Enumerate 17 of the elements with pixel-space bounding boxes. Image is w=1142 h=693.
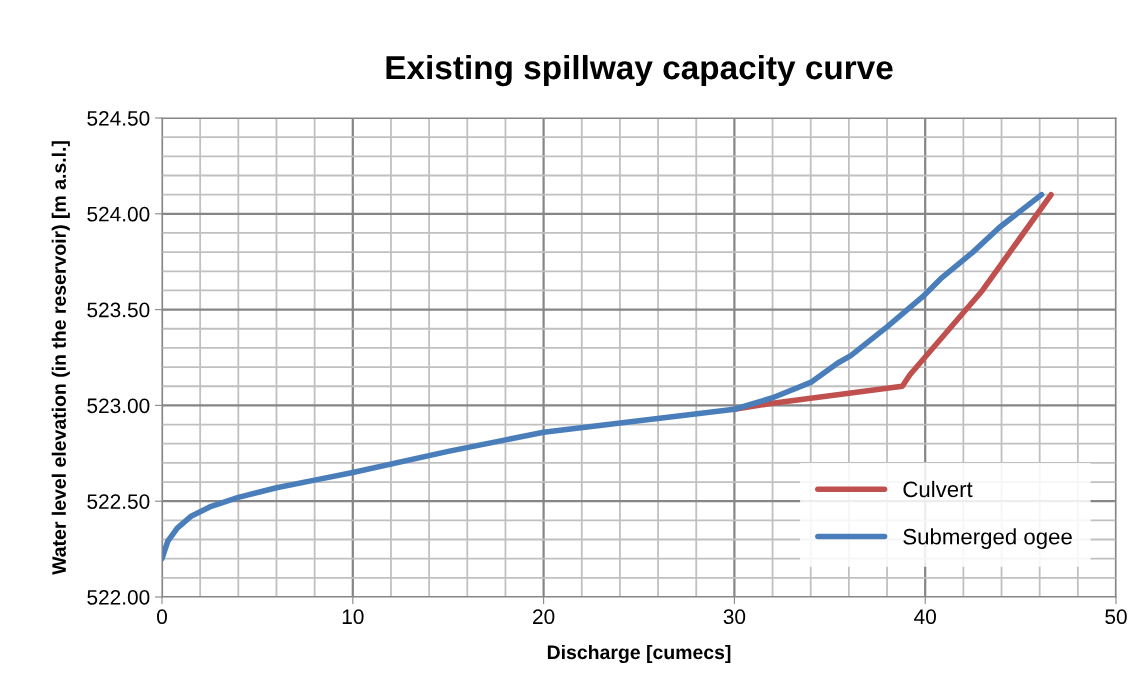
y-axis-title: Water level elevation (in the reservoir) [m a.s.l.] <box>51 141 70 575</box>
y-tick-label: 522.00 <box>87 590 150 605</box>
legend-label: Culvert <box>903 480 973 498</box>
chart-title: Existing spillway capacity curve <box>386 54 893 87</box>
x-tick-label: 20 <box>533 609 555 625</box>
y-tick-label: 523.00 <box>87 398 150 414</box>
legend-label: Submerged ogee <box>903 528 1072 549</box>
y-tick-label: 524.50 <box>87 111 150 126</box>
x-axis-title: Discharge [cumecs] <box>547 644 731 664</box>
y-tick-label: 523.50 <box>87 302 150 318</box>
x-tick-label: 0 <box>157 609 167 625</box>
x-tick-label: 30 <box>723 609 746 625</box>
x-tick-label: 40 <box>914 609 936 625</box>
y-tick-label: 524.00 <box>87 206 150 222</box>
x-tick-label: 10 <box>342 609 364 625</box>
y-tick-label: 522.50 <box>87 494 150 509</box>
x-tick-label: 50 <box>1105 609 1127 625</box>
